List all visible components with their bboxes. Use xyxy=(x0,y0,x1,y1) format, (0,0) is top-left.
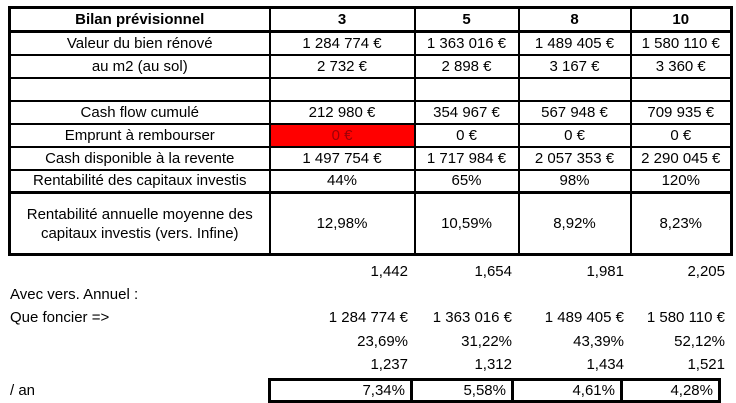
multiplier-value: 1,981 xyxy=(586,262,624,280)
cell: 3 360 € xyxy=(629,53,733,79)
row-label: Rentabilité des capitaux investis xyxy=(8,168,271,194)
percent-value: 23,69% xyxy=(357,332,408,350)
table-row-valeur-bien: Valeur du bien rénové 1 284 774 € 1 363 … xyxy=(8,30,733,56)
table-row-cash-disponible: Cash disponible à la revente 1 497 754 €… xyxy=(8,145,733,171)
table-row-rentabilite-annuelle: Rentabilité annuelle moyenne des capitau… xyxy=(8,191,733,256)
cell: 120% xyxy=(629,168,733,194)
bilan-previsionnel-table: Bilan prévisionnel 3 5 8 10 Valeur du bi… xyxy=(8,6,733,256)
percentages-row: 23,69% 31,22% 43,39% 52,12% xyxy=(8,331,730,351)
cell xyxy=(413,76,520,102)
percent-value: 43,39% xyxy=(573,332,624,350)
row-label: Emprunt à rembourser xyxy=(8,122,271,148)
column-header-year-3: 3 xyxy=(268,6,416,33)
table-header-row: Bilan prévisionnel 3 5 8 10 xyxy=(8,6,733,33)
column-header-year-8: 8 xyxy=(517,6,632,33)
cell: 212 980 € xyxy=(268,99,416,125)
cell: 3 167 € xyxy=(517,53,632,79)
column-header-year-5: 5 xyxy=(413,6,520,33)
spreadsheet-area: Bilan prévisionnel 3 5 8 10 Valeur du bi… xyxy=(8,6,733,403)
table-row-rentabilite: Rentabilité des capitaux investis 44% 65… xyxy=(8,168,733,194)
row-label: Rentabilité annuelle moyenne des capitau… xyxy=(8,191,271,256)
multiplier-value: 1,654 xyxy=(474,262,512,280)
cell: 44% xyxy=(268,168,416,194)
factor-value: 1,237 xyxy=(370,355,408,373)
cell: 1 363 016 € xyxy=(413,30,520,56)
table-row-cash-flow: Cash flow cumulé 212 980 € 354 967 € 567… xyxy=(8,99,733,125)
row-label: Valeur du bien rénové xyxy=(8,30,271,56)
row-label: au m2 (au sol) xyxy=(8,53,271,79)
cell: 709 935 € xyxy=(629,99,733,125)
table-row-emprunt: Emprunt à rembourser 0 € 0 € 0 € 0 € xyxy=(8,122,733,148)
cell xyxy=(517,76,632,102)
per-year-label: / an xyxy=(10,382,36,399)
per-year-boxed-value: 4,28% xyxy=(620,378,721,403)
row-label: Cash disponible à la revente xyxy=(8,145,271,171)
factor-value: 1,521 xyxy=(687,355,725,373)
cell: 1 580 110 € xyxy=(629,30,733,56)
cell: 1 284 774 € xyxy=(268,30,416,56)
cell: 354 967 € xyxy=(413,99,520,125)
que-foncier-label: Que foncier => xyxy=(10,308,110,326)
factor-value: 1,434 xyxy=(586,355,624,373)
percent-value: 31,22% xyxy=(461,332,512,350)
per-year-boxed-value: 7,34% xyxy=(268,378,413,403)
cell: 10,59% xyxy=(413,191,520,256)
multiplier-value: 2,205 xyxy=(687,262,725,280)
cell: 12,98% xyxy=(268,191,416,256)
avec-vers-annuel-label: Avec vers. Annuel : xyxy=(10,285,139,303)
row-label xyxy=(8,76,271,102)
table-row-au-m2: au m2 (au sol) 2 732 € 2 898 € 3 167 € 3… xyxy=(8,53,733,79)
per-year-row: / an 7,34% 5,58% 4,61% 4,28% xyxy=(8,378,730,403)
table-row-empty xyxy=(8,76,733,102)
que-foncier-row: Que foncier => 1 284 774 € 1 363 016 € 1… xyxy=(8,307,730,327)
row-label: Cash flow cumulé xyxy=(8,99,271,125)
cell: 8,23% xyxy=(629,191,733,256)
cell xyxy=(629,76,733,102)
cell: 1 717 984 € xyxy=(413,145,520,171)
cell: 65% xyxy=(413,168,520,194)
cell: 1 497 754 € xyxy=(268,145,416,171)
multiplier-value: 1,442 xyxy=(370,262,408,280)
cell: 2 732 € xyxy=(268,53,416,79)
cell: 98% xyxy=(517,168,632,194)
cell: 1 489 405 € xyxy=(517,30,632,56)
cell: 8,92% xyxy=(517,191,632,256)
que-foncier-value: 1 580 110 € xyxy=(646,308,725,326)
factors-row: 1,237 1,312 1,434 1,521 xyxy=(8,354,730,374)
cell xyxy=(268,76,416,102)
cell: 2 898 € xyxy=(413,53,520,79)
que-foncier-value: 1 489 405 € xyxy=(544,308,624,326)
per-year-boxed-value: 5,58% xyxy=(410,378,514,403)
avec-vers-annuel-row: Avec vers. Annuel : xyxy=(8,284,730,304)
cell: 2 057 353 € xyxy=(517,145,632,171)
percent-value: 52,12% xyxy=(674,332,725,350)
que-foncier-value: 1 284 774 € xyxy=(328,308,408,326)
multipliers-row: 1,442 1,654 1,981 2,205 xyxy=(8,261,730,281)
factor-value: 1,312 xyxy=(474,355,512,373)
highlighted-cell: 0 € xyxy=(268,122,416,148)
per-year-boxed-value: 4,61% xyxy=(511,378,623,403)
que-foncier-value: 1 363 016 € xyxy=(432,308,512,326)
cell: 0 € xyxy=(413,122,520,148)
column-header-year-10: 10 xyxy=(629,6,733,33)
cell: 0 € xyxy=(517,122,632,148)
cell: 0 € xyxy=(629,122,733,148)
cell: 567 948 € xyxy=(517,99,632,125)
cell: 2 290 045 € xyxy=(629,145,733,171)
table-title: Bilan prévisionnel xyxy=(8,6,271,33)
